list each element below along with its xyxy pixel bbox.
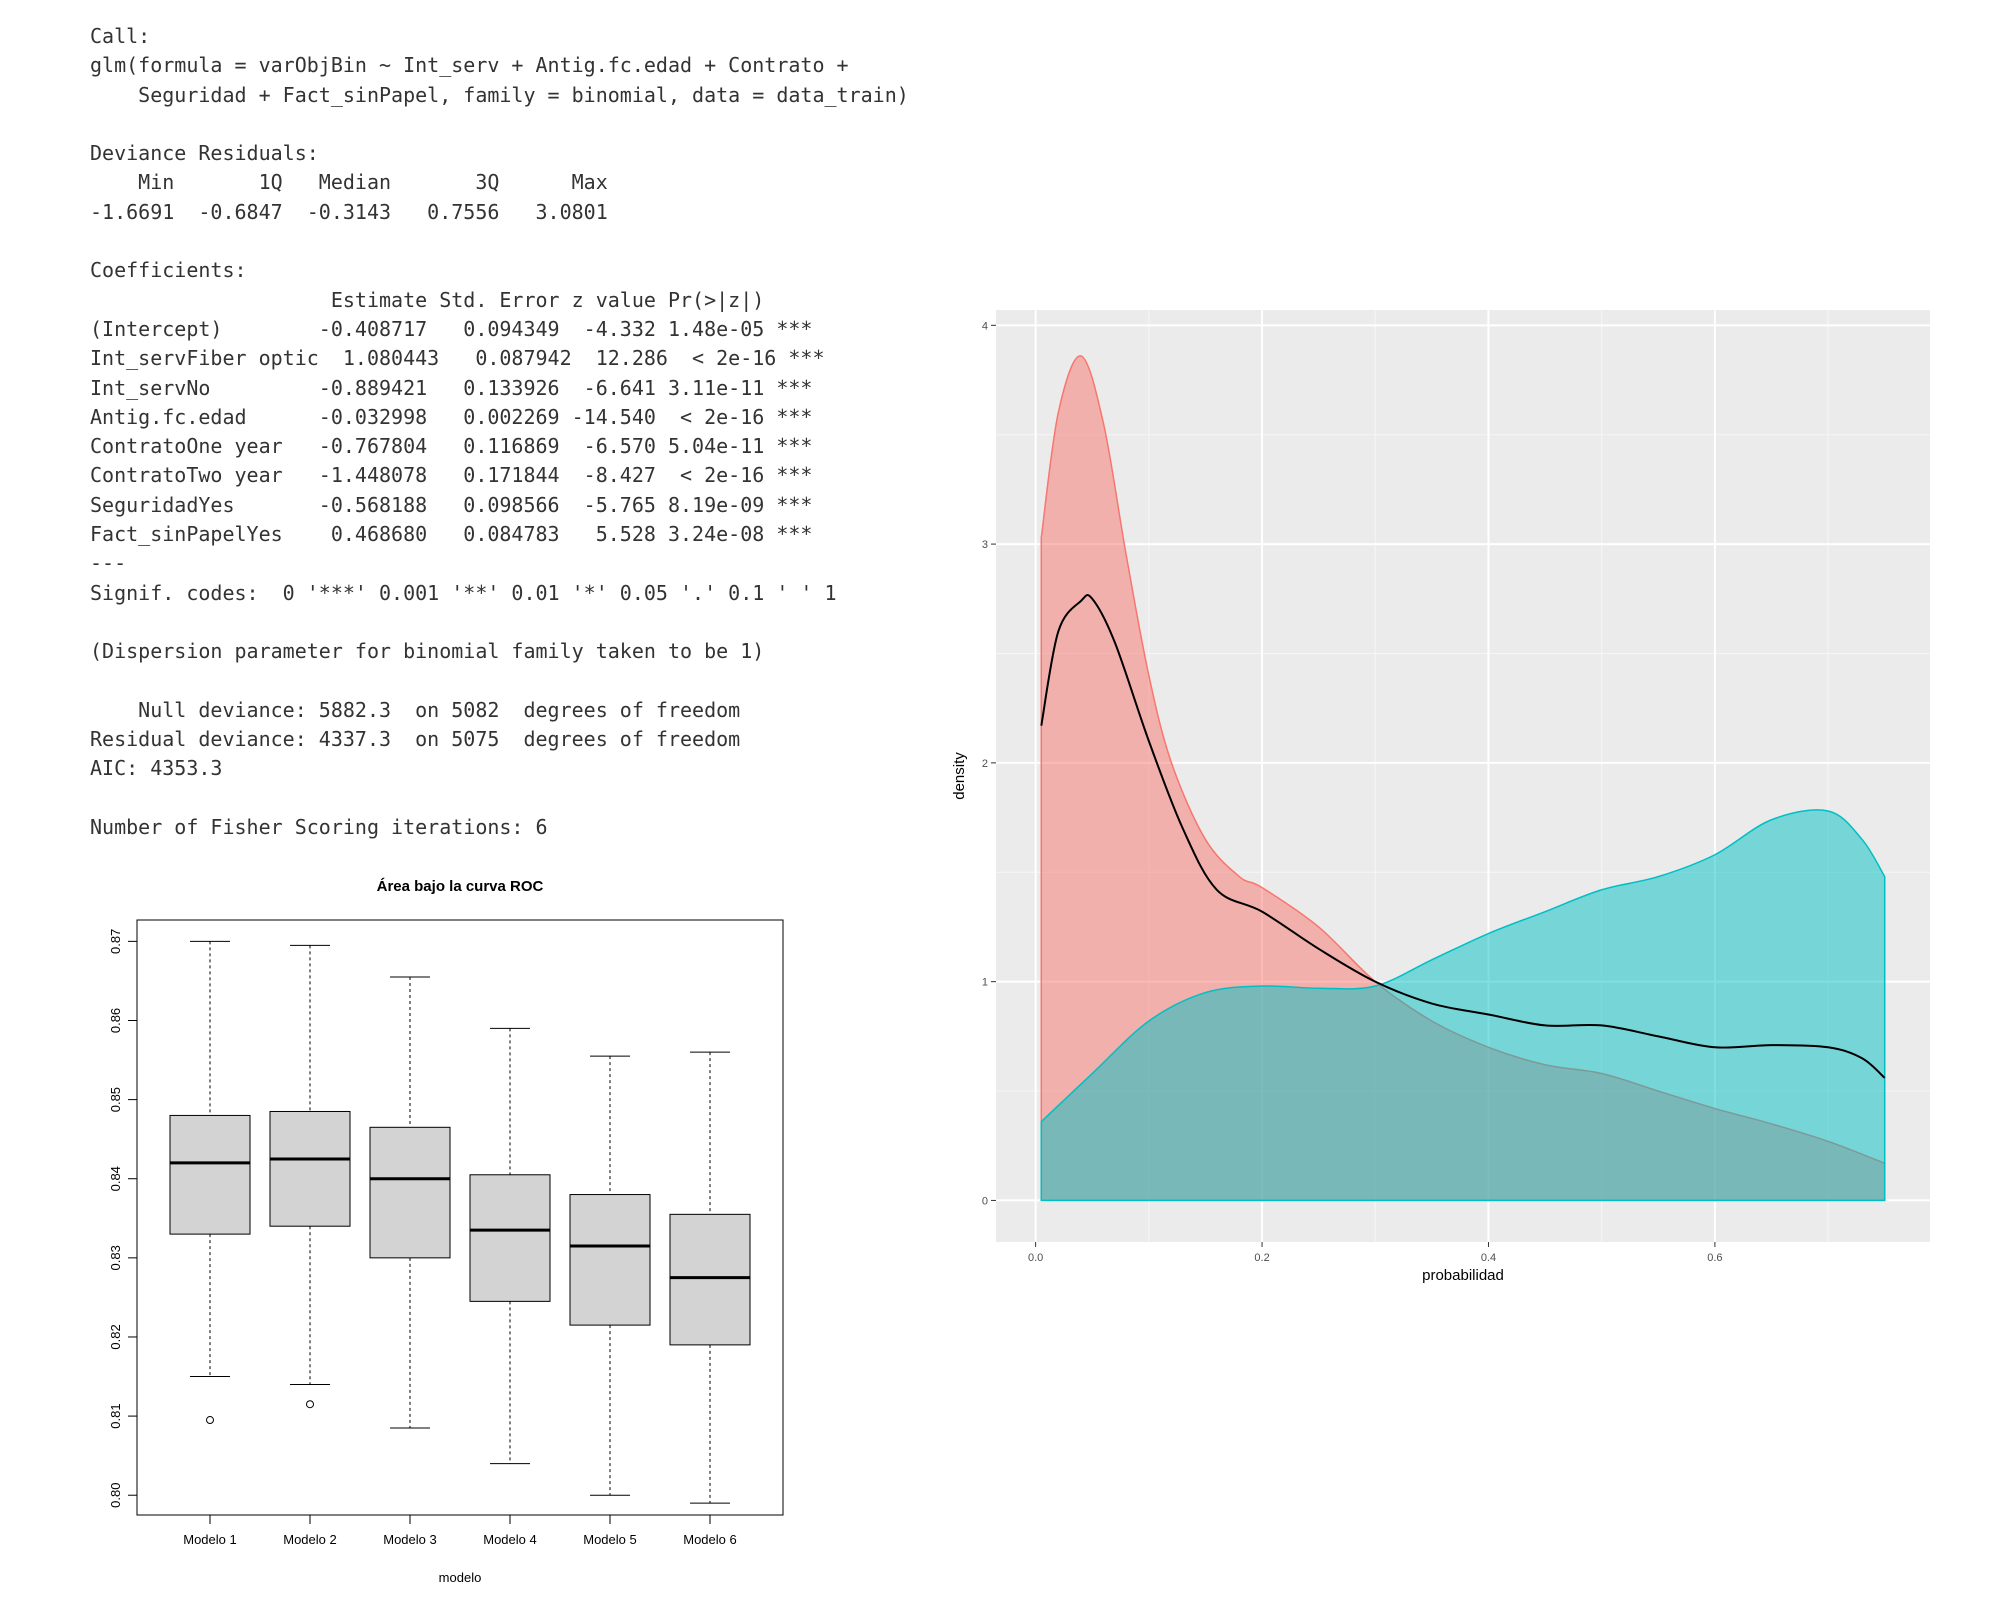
x-tick-label: Modelo 3 — [383, 1532, 436, 1547]
x-axis-label: probabilidad — [1422, 1267, 1504, 1284]
y-tick-label: 0.82 — [108, 1324, 123, 1349]
console-line: Int_servNo -0.889421 0.133926 -6.641 3.1… — [90, 375, 813, 400]
r-glm-summary-output: Call: glm(formula = varObjBin ~ Int_serv … — [90, 22, 909, 842]
x-axis-label: modelo — [439, 1570, 482, 1585]
x-tick-label: Modelo 2 — [283, 1532, 336, 1547]
console-line: Deviance Residuals: — [90, 141, 319, 166]
console-line: ContratoTwo year -1.448078 0.171844 -8.4… — [90, 463, 813, 488]
outlier-point — [306, 1400, 314, 1409]
console-line: Null deviance: 5882.3 on 5082 degrees of… — [90, 697, 741, 722]
console-line — [90, 667, 909, 696]
console-line: Fact_sinPapelYes 0.468680 0.084783 5.528… — [90, 522, 813, 547]
box — [669, 1213, 751, 1346]
y-tick-label: 0.85 — [108, 1087, 123, 1112]
plot-frame — [136, 919, 784, 1516]
y-tick-label: 0.83 — [108, 1245, 123, 1270]
box — [369, 1126, 451, 1259]
console-line: Number of Fisher Scoring iterations: 6 — [90, 815, 548, 840]
console-line: AIC: 4353.3 — [90, 756, 223, 781]
console-line — [90, 227, 909, 256]
console-line — [90, 784, 909, 813]
box — [169, 1114, 251, 1235]
y-tick-label: 0.84 — [108, 1166, 123, 1191]
console-line: Residual deviance: 4337.3 on 5075 degree… — [90, 727, 741, 752]
console-line: Estimate Std. Error z value Pr(>|z|) — [90, 287, 765, 312]
x-tick-label: Modelo 4 — [483, 1532, 536, 1547]
x-tick-label: 0.0 — [1028, 1252, 1043, 1264]
console-line — [90, 110, 909, 139]
console-line: (Dispersion parameter for binomial famil… — [90, 639, 765, 664]
console-line: glm(formula = varObjBin ~ Int_serv + Ant… — [90, 53, 849, 78]
y-tick-label: 0.87 — [108, 929, 123, 954]
console-line: ContratoOne year -0.767804 0.116869 -6.5… — [90, 434, 813, 459]
y-axis-label: density — [951, 752, 968, 800]
x-tick-label: 0.2 — [1254, 1252, 1269, 1264]
console-line: -1.6691 -0.6847 -0.3143 0.7556 3.0801 — [90, 199, 608, 224]
y-tick-label: 2 — [982, 758, 988, 770]
box — [469, 1174, 551, 1302]
box — [269, 1110, 351, 1227]
y-tick-label: 0 — [982, 1195, 988, 1207]
console-line: Coefficients: — [90, 258, 247, 283]
console-line: Min 1Q Median 3Q Max — [90, 170, 608, 195]
outlier-point — [206, 1416, 214, 1425]
y-tick-label: 4 — [982, 320, 988, 332]
console-line: --- — [90, 551, 127, 576]
y-tick-label: 0.86 — [108, 1008, 123, 1033]
y-tick-label: 1 — [982, 977, 988, 989]
console-line: Call: — [90, 24, 151, 48]
density-line-combined — [1040, 594, 1886, 1079]
x-tick-label: Modelo 1 — [183, 1532, 236, 1547]
density-area-teal — [1040, 809, 1886, 1202]
boxplot-title: Área bajo la curva ROC — [377, 878, 544, 895]
console-line: SeguridadYes -0.568188 0.098566 -5.765 8… — [90, 492, 813, 517]
x-tick-label: Modelo 5 — [583, 1532, 636, 1547]
x-tick-label: 0.4 — [1481, 1252, 1496, 1264]
console-line — [90, 608, 909, 637]
console-line: Signif. codes: 0 '***' 0.001 '**' 0.01 '… — [90, 580, 837, 605]
console-line: Int_servFiber optic 1.080443 0.087942 12… — [90, 346, 825, 371]
y-tick-label: 3 — [982, 539, 988, 551]
y-tick-label: 0.80 — [108, 1483, 123, 1508]
console-line: (Intercept) -0.408717 0.094349 -4.332 1.… — [90, 316, 813, 341]
box — [569, 1194, 651, 1326]
x-tick-label: Modelo 6 — [683, 1532, 736, 1547]
probability-density-plot: 0 1 2 3 4 0.0 0.2 0.4 0.6 probabilidad density — [951, 310, 1930, 1284]
console-line: Seguridad + Fact_sinPapel, family = bino… — [90, 82, 909, 107]
roc-auc-boxplot: Área bajo la curva ROC 0.80 0.81 0.82 0.83 0.… — [108, 878, 784, 1585]
x-tick-label: 0.6 — [1707, 1252, 1722, 1264]
y-tick-label: 0.81 — [108, 1403, 123, 1428]
console-line: Antig.fc.edad -0.032998 0.002269 -14.540… — [90, 404, 813, 429]
